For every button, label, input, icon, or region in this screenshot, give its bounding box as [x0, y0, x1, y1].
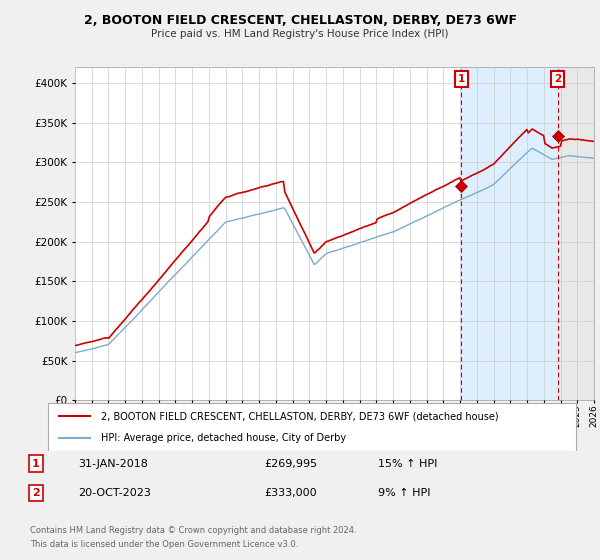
Text: 1: 1 [32, 459, 40, 469]
Text: £269,995: £269,995 [264, 459, 317, 469]
Text: 2, BOOTON FIELD CRESCENT, CHELLASTON, DERBY, DE73 6WF: 2, BOOTON FIELD CRESCENT, CHELLASTON, DE… [83, 14, 517, 27]
Text: 2, BOOTON FIELD CRESCENT, CHELLASTON, DERBY, DE73 6WF (detached house): 2, BOOTON FIELD CRESCENT, CHELLASTON, DE… [101, 411, 499, 421]
Text: 31-JAN-2018: 31-JAN-2018 [78, 459, 148, 469]
Text: This data is licensed under the Open Government Licence v3.0.: This data is licensed under the Open Gov… [30, 540, 298, 549]
Text: 9% ↑ HPI: 9% ↑ HPI [378, 488, 431, 498]
Text: 15% ↑ HPI: 15% ↑ HPI [378, 459, 437, 469]
Bar [461, 67, 557, 400]
Text: 2: 2 [32, 488, 40, 498]
Bar [557, 67, 594, 400]
Text: HPI: Average price, detached house, City of Derby: HPI: Average price, detached house, City… [101, 433, 346, 443]
Text: Price paid vs. HM Land Registry's House Price Index (HPI): Price paid vs. HM Land Registry's House … [151, 29, 449, 39]
Text: 2: 2 [554, 74, 561, 84]
Text: 1: 1 [458, 74, 465, 84]
Text: £333,000: £333,000 [264, 488, 317, 498]
Text: Contains HM Land Registry data © Crown copyright and database right 2024.: Contains HM Land Registry data © Crown c… [30, 526, 356, 535]
Text: 20-OCT-2023: 20-OCT-2023 [78, 488, 151, 498]
